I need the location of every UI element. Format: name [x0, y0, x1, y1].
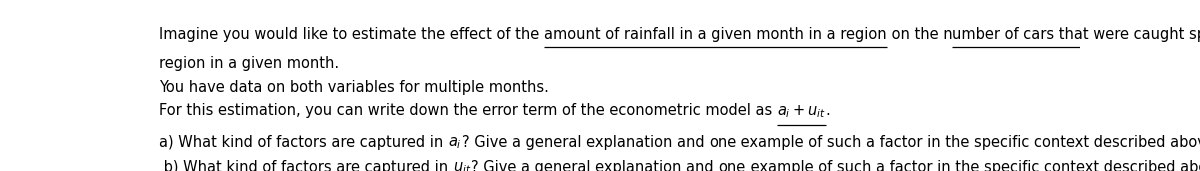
Text: b) What kind of factors are captured in: b) What kind of factors are captured in: [160, 160, 454, 171]
Text: umber of cars that were caught speeding: umber of cars that were caught speeding: [953, 27, 1200, 42]
Text: You have data on both variables for multiple months.: You have data on both variables for mult…: [160, 80, 550, 95]
Text: Imagine you would like to estimate the effect of the: Imagine you would like to estimate the e…: [160, 27, 544, 42]
Text: amount of rainfall in a given month in a region: amount of rainfall in a given month in a…: [544, 27, 887, 42]
Text: example of such a factor in the specific context described above.: example of such a factor in the specific…: [746, 160, 1200, 171]
Text: one: one: [709, 135, 737, 150]
Text: ? Give a general explanation and: ? Give a general explanation and: [472, 160, 719, 171]
Text: For this estimation, you can write down the error term of the econometric model : For this estimation, you can write down …: [160, 103, 778, 119]
Text: one: one: [719, 160, 746, 171]
Text: a) What kind of factors are captured in: a) What kind of factors are captured in: [160, 135, 448, 150]
Text: $a_i$: $a_i$: [448, 135, 462, 151]
Text: region in a given month.: region in a given month.: [160, 56, 340, 71]
Text: ? Give a general explanation and: ? Give a general explanation and: [462, 135, 709, 150]
Text: $u_{it}$: $u_{it}$: [454, 160, 472, 171]
Text: .: .: [826, 103, 830, 119]
Text: $a_i + u_{it}$: $a_i + u_{it}$: [778, 103, 826, 120]
Text: example of such a factor in the specific context described above.: example of such a factor in the specific…: [737, 135, 1200, 150]
Text: on the n: on the n: [887, 27, 953, 42]
